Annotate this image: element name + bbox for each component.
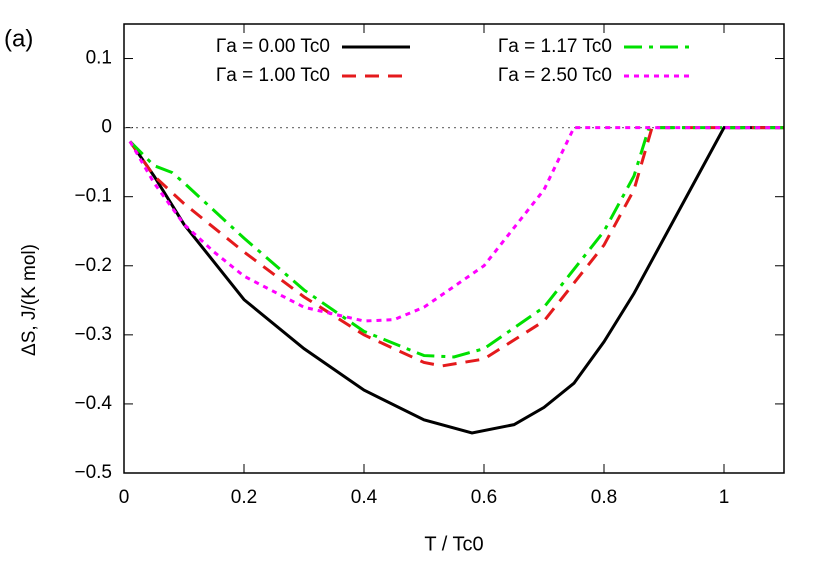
legend-label: Γa = 2.50 Tc0 xyxy=(498,65,612,86)
y-axis-label: ΔS, J/(K mol) xyxy=(19,244,40,356)
legend-label: Γa = 1.00 Tc0 xyxy=(216,65,330,86)
line-series xyxy=(128,126,784,435)
y-tick-label: 0.1 xyxy=(86,48,112,69)
x-tick-label: 0.2 xyxy=(231,487,257,508)
x-tick-label: 0.4 xyxy=(351,487,378,508)
y-tick-label: −0.4 xyxy=(74,393,112,414)
y-tick-label: −0.5 xyxy=(74,462,112,483)
y-tick-label: −0.2 xyxy=(74,255,112,276)
x-tick-label: 0 xyxy=(119,487,130,508)
line-series xyxy=(128,126,784,359)
legend-label: Γa = 1.17 Tc0 xyxy=(498,36,612,57)
legend-label: Γa = 0.00 Tc0 xyxy=(216,36,330,57)
plot-frame xyxy=(123,23,785,474)
x-tick-label: 0.8 xyxy=(591,487,617,508)
y-tick-label: −0.3 xyxy=(74,324,112,345)
line-series xyxy=(128,126,784,323)
panel-label: (a) xyxy=(4,25,33,52)
x-tick-label: 1 xyxy=(719,487,730,508)
x-tick-label: 0.6 xyxy=(471,487,497,508)
x-axis-label: T / Tc0 xyxy=(424,533,483,555)
line-series xyxy=(128,126,784,368)
y-tick-label: −0.1 xyxy=(74,186,112,207)
y-tick-label: 0 xyxy=(101,117,112,138)
